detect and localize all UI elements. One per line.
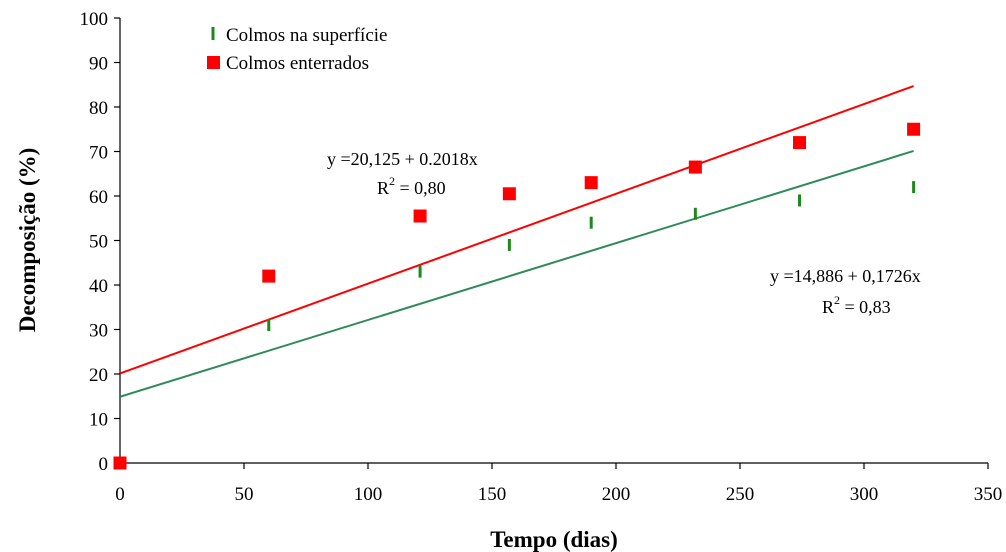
y-tick-label: 90	[89, 54, 108, 75]
point-buried	[502, 187, 516, 201]
y-tick-label: 70	[89, 143, 108, 164]
legend-marker-buried	[207, 56, 220, 69]
y-tick-label: 60	[89, 187, 108, 208]
x-tick-label: 250	[726, 484, 755, 505]
point-buried	[262, 269, 276, 283]
y-tick-label: 50	[89, 232, 108, 253]
y-tick-label: 80	[89, 98, 108, 119]
equation-surface-r2-value: = 0,83	[840, 297, 891, 317]
equation-buried-r2: R2 = 0,80	[377, 174, 446, 198]
point-buried	[413, 209, 427, 223]
y-ticks: 0 10 20 30 40 50 60 70 80 90 100	[80, 9, 120, 475]
y-tick-label: 0	[99, 454, 109, 475]
trendlines	[119, 85, 914, 398]
x-tick-label: 0	[115, 484, 125, 505]
y-tick-label: 100	[80, 9, 109, 30]
equation-surface-formula: y =14,886 + 0,1726x	[770, 266, 921, 286]
trendline-surface	[119, 150, 914, 398]
point-buried	[584, 176, 598, 190]
y-tick-label: 10	[89, 410, 108, 431]
equation-buried-r2-prefix: R	[377, 178, 389, 198]
x-tick-label: 200	[602, 484, 631, 505]
y-axis-title: Decomposição (%)	[15, 148, 40, 333]
trendline-buried	[119, 85, 914, 375]
point-buried	[793, 136, 807, 150]
y-tick-label: 30	[89, 321, 108, 342]
x-tick-label: 100	[354, 484, 383, 505]
plot-area: 0 10 20 30 40 50 60 70 80 90 100 0 50 100 150 200 250 30…	[80, 9, 1003, 505]
equation-buried-formula: y =20,125 + 0.2018x	[327, 149, 478, 169]
y-tick-label: 40	[89, 276, 108, 297]
equation-surface-r2-exp: 2	[834, 293, 840, 307]
x-tick-label: 150	[478, 484, 507, 505]
point-buried	[907, 122, 921, 136]
equation-buried: y =20,125 + 0.2018x R2 = 0,80	[327, 149, 478, 198]
x-tick-label: 50	[235, 484, 254, 505]
equation-buried-r2-exp: 2	[389, 174, 395, 188]
equation-surface-r2-prefix: R	[822, 297, 834, 317]
equation-buried-r2-value: = 0,80	[395, 178, 446, 198]
y-tick-label: 20	[89, 365, 108, 386]
x-axis-title: Tempo (dias)	[490, 527, 618, 552]
point-buried	[688, 160, 702, 174]
legend-label-surface: Colmos na superfície	[226, 25, 387, 46]
legend: Colmos na superfície Colmos enterrados	[207, 25, 387, 74]
equation-surface-r2: R2 = 0,83	[822, 293, 891, 317]
point-buried	[113, 456, 127, 470]
equation-surface: y =14,886 + 0,1726x R2 = 0,83	[770, 266, 921, 317]
x-tick-label: 350	[974, 484, 1003, 505]
x-tick-label: 300	[850, 484, 879, 505]
legend-label-buried: Colmos enterrados	[226, 53, 369, 74]
data-points	[113, 122, 921, 470]
x-ticks: 0 50 100 150 200 250 300 350	[115, 463, 1002, 505]
